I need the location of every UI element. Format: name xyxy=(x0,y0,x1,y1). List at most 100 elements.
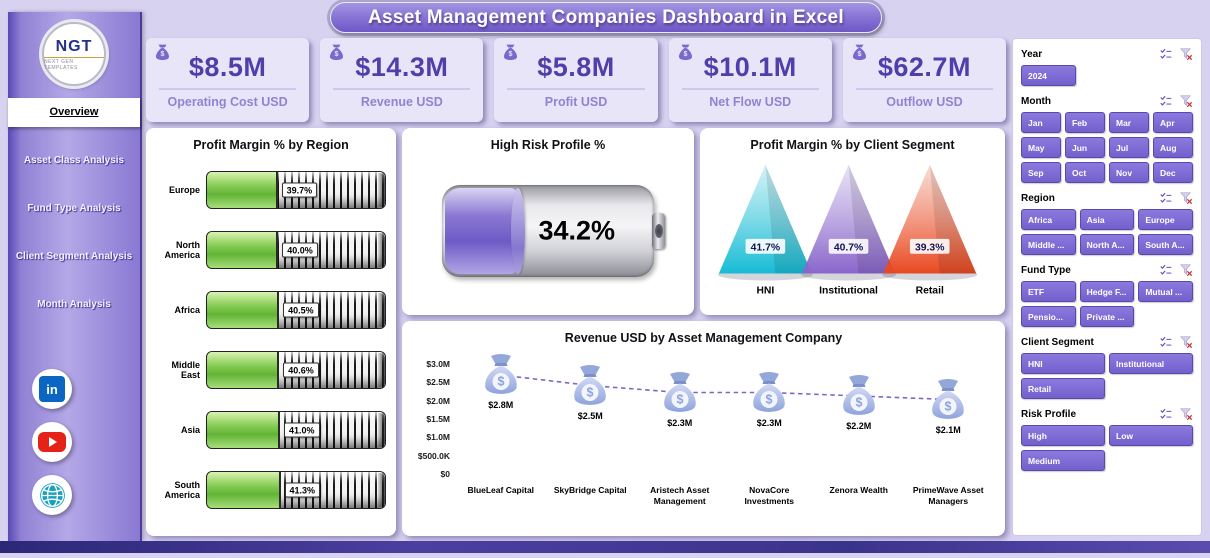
sidebar-item-client-segment-analysis[interactable]: Client Segment Analysis xyxy=(15,251,133,263)
pyramid-value-box xyxy=(745,238,786,254)
slicer-option-jan[interactable]: Jan xyxy=(1021,112,1061,133)
outflow-icon: $ xyxy=(850,43,869,67)
revenue-value-label: $2.8M xyxy=(488,400,514,410)
kpi-value: $62.7M xyxy=(877,51,971,82)
company-label: PrimeWave Asset Managers xyxy=(912,485,984,506)
slicer-option-may[interactable]: May xyxy=(1021,137,1061,158)
region-label: North America xyxy=(164,239,200,260)
region-label: South America xyxy=(164,479,200,500)
revenue-value-label: $2.3M xyxy=(756,417,782,428)
linkedin-icon[interactable]: in xyxy=(32,369,72,409)
slicer-option-jun[interactable]: Jun xyxy=(1065,137,1105,158)
revenue-value-label: $2.1M xyxy=(935,424,961,435)
slicer-option-etf[interactable]: ETF xyxy=(1021,281,1076,302)
slicer-option-medium[interactable]: Medium xyxy=(1021,450,1105,471)
battery-fill xyxy=(445,187,524,274)
multi-select-icon[interactable] xyxy=(1159,94,1173,108)
slicer-option-oct[interactable]: Oct xyxy=(1065,162,1105,183)
slicer-option-africa[interactable]: Africa xyxy=(1021,209,1076,230)
slicer-risk-profile: Risk Profile High Low Medium xyxy=(1021,407,1193,471)
multi-select-icon[interactable] xyxy=(1159,47,1173,61)
y-axis-tick: $1.0M xyxy=(426,432,450,443)
clear-filter-icon[interactable] xyxy=(1179,94,1193,108)
sidebar-nav: Overview Asset Class Analysis Fund Type An… xyxy=(8,98,140,339)
high-risk-gauge-card: High Risk Profile % 34.2% xyxy=(402,128,694,315)
clear-filter-icon[interactable] xyxy=(1179,47,1193,61)
dashboard-title-banner: Asset Management Companies Dashboard in … xyxy=(330,2,882,33)
slicer-title: Month xyxy=(1021,95,1051,107)
region-row-africa: Africa 40.5% xyxy=(152,280,386,340)
slicer-option-mutual[interactable]: Mutual ... xyxy=(1138,281,1193,302)
slicer-option-mar[interactable]: Mar xyxy=(1109,112,1149,133)
slicer-panel: Year 2024 Month Jan Feb Mar Apr May Jun Jul Aug Sep… xyxy=(1012,38,1202,536)
clear-filter-icon[interactable] xyxy=(1179,335,1193,349)
slicer-option-private[interactable]: Private ... xyxy=(1079,306,1135,327)
slicer-option-sep[interactable]: Sep xyxy=(1021,162,1061,183)
revenue-value-label: $2.5M xyxy=(577,410,603,421)
slicer-title: Fund Type xyxy=(1021,264,1071,276)
website-icon[interactable] xyxy=(32,475,72,515)
slicer-option-south-a[interactable]: South A... xyxy=(1138,234,1193,255)
slicer-option-middle[interactable]: Middle ... xyxy=(1021,234,1076,255)
slicer-option-low[interactable]: Low xyxy=(1109,425,1193,446)
kpi-card-net-flow-usd: $ $10.1M Net Flow USD xyxy=(668,38,832,122)
region-value-label: 39.7% xyxy=(281,182,318,198)
slicer-option-europe[interactable]: Europe xyxy=(1138,209,1193,230)
slicer-title: Year xyxy=(1021,48,1043,60)
y-axis-tick: $500.0K xyxy=(417,450,450,461)
multi-select-icon[interactable] xyxy=(1159,191,1173,205)
sidebar: NGT NEXT GEN TEMPLATES Overview Asset Cla… xyxy=(8,12,142,541)
clear-filter-icon[interactable] xyxy=(1179,407,1193,421)
multi-select-icon[interactable] xyxy=(1159,263,1173,277)
slicer-option-hni[interactable]: HNI xyxy=(1021,353,1105,374)
kpi-card-profit-usd: $ $5.8M Profit USD xyxy=(494,38,658,122)
slicer-option-aug[interactable]: Aug xyxy=(1153,137,1193,158)
region-bar: 40.5% xyxy=(206,291,386,329)
svg-text:$: $ xyxy=(587,385,594,399)
region-bar: 41.0% xyxy=(206,411,386,449)
slicer-title: Region xyxy=(1021,192,1055,204)
slicer-month: Month Jan Feb Mar Apr May Jun Jul Aug Sep Oct Nov De… xyxy=(1021,94,1193,183)
slicer-option-nov[interactable]: Nov xyxy=(1109,162,1149,183)
sidebar-item-fund-type-analysis[interactable]: Fund Type Analysis xyxy=(27,203,121,215)
bottom-bar xyxy=(0,541,1210,553)
slicer-option-2024[interactable]: 2024 xyxy=(1021,65,1076,86)
chart-title: Profit Margin % by Region xyxy=(193,138,349,152)
kpi-card-revenue-usd: $ $14.3M Revenue USD xyxy=(320,38,484,122)
slicer-option-feb[interactable]: Feb xyxy=(1065,112,1105,133)
region-label: Asia xyxy=(180,424,200,435)
slicer-option-asia[interactable]: Asia xyxy=(1079,209,1135,230)
slicer-option-pensio[interactable]: Pensio... xyxy=(1021,306,1076,327)
slicer-option-dec[interactable]: Dec xyxy=(1153,162,1193,183)
slicer-option-institutional[interactable]: Institutional xyxy=(1109,353,1193,374)
pyramid-hni xyxy=(718,164,812,274)
logo-text: NGT xyxy=(55,37,93,55)
slicer-option-north-a[interactable]: North A... xyxy=(1079,234,1135,255)
kpi-divider xyxy=(159,87,297,90)
sidebar-item-month-analysis[interactable]: Month Analysis xyxy=(37,299,111,311)
svg-text:$: $ xyxy=(855,396,862,410)
company-label: Aristech Asset Management xyxy=(650,485,710,506)
region-row-middle-east: Middle East 40.6% xyxy=(152,340,386,400)
clear-filter-icon[interactable] xyxy=(1179,263,1193,277)
logo-subtext: NEXT GEN TEMPLATES xyxy=(44,56,104,71)
slicer-option-apr[interactable]: Apr xyxy=(1153,112,1193,133)
slicer-option-high[interactable]: High xyxy=(1021,425,1105,446)
kpi-value: $14.3M xyxy=(355,51,449,82)
revenue-value-label: $2.3M xyxy=(667,417,693,428)
svg-text:$: $ xyxy=(683,50,687,58)
slicer-option-jul[interactable]: Jul xyxy=(1109,137,1149,158)
revenue-company-card: Revenue USD by Asset Management Company … xyxy=(402,321,1005,536)
region-row-south-america: South America 41.3% xyxy=(152,460,386,520)
multi-select-icon[interactable] xyxy=(1159,335,1173,349)
sidebar-item-asset-class-analysis[interactable]: Asset Class Analysis xyxy=(23,155,125,167)
sidebar-item-overview[interactable]: Overview xyxy=(8,98,140,128)
pyramid-value-label: 39.3% xyxy=(915,242,944,253)
slicer-option-retail[interactable]: Retail xyxy=(1021,378,1105,399)
clear-filter-icon[interactable] xyxy=(1179,191,1193,205)
slicer-option-hedge-f[interactable]: Hedge F... xyxy=(1079,281,1135,302)
multi-select-icon[interactable] xyxy=(1159,407,1173,421)
client-segment-pyramid-card: Profit Margin % by Client Segment 41.7% H… xyxy=(700,128,1005,315)
youtube-icon[interactable] xyxy=(32,422,72,462)
slicer-header: Year xyxy=(1021,47,1193,61)
